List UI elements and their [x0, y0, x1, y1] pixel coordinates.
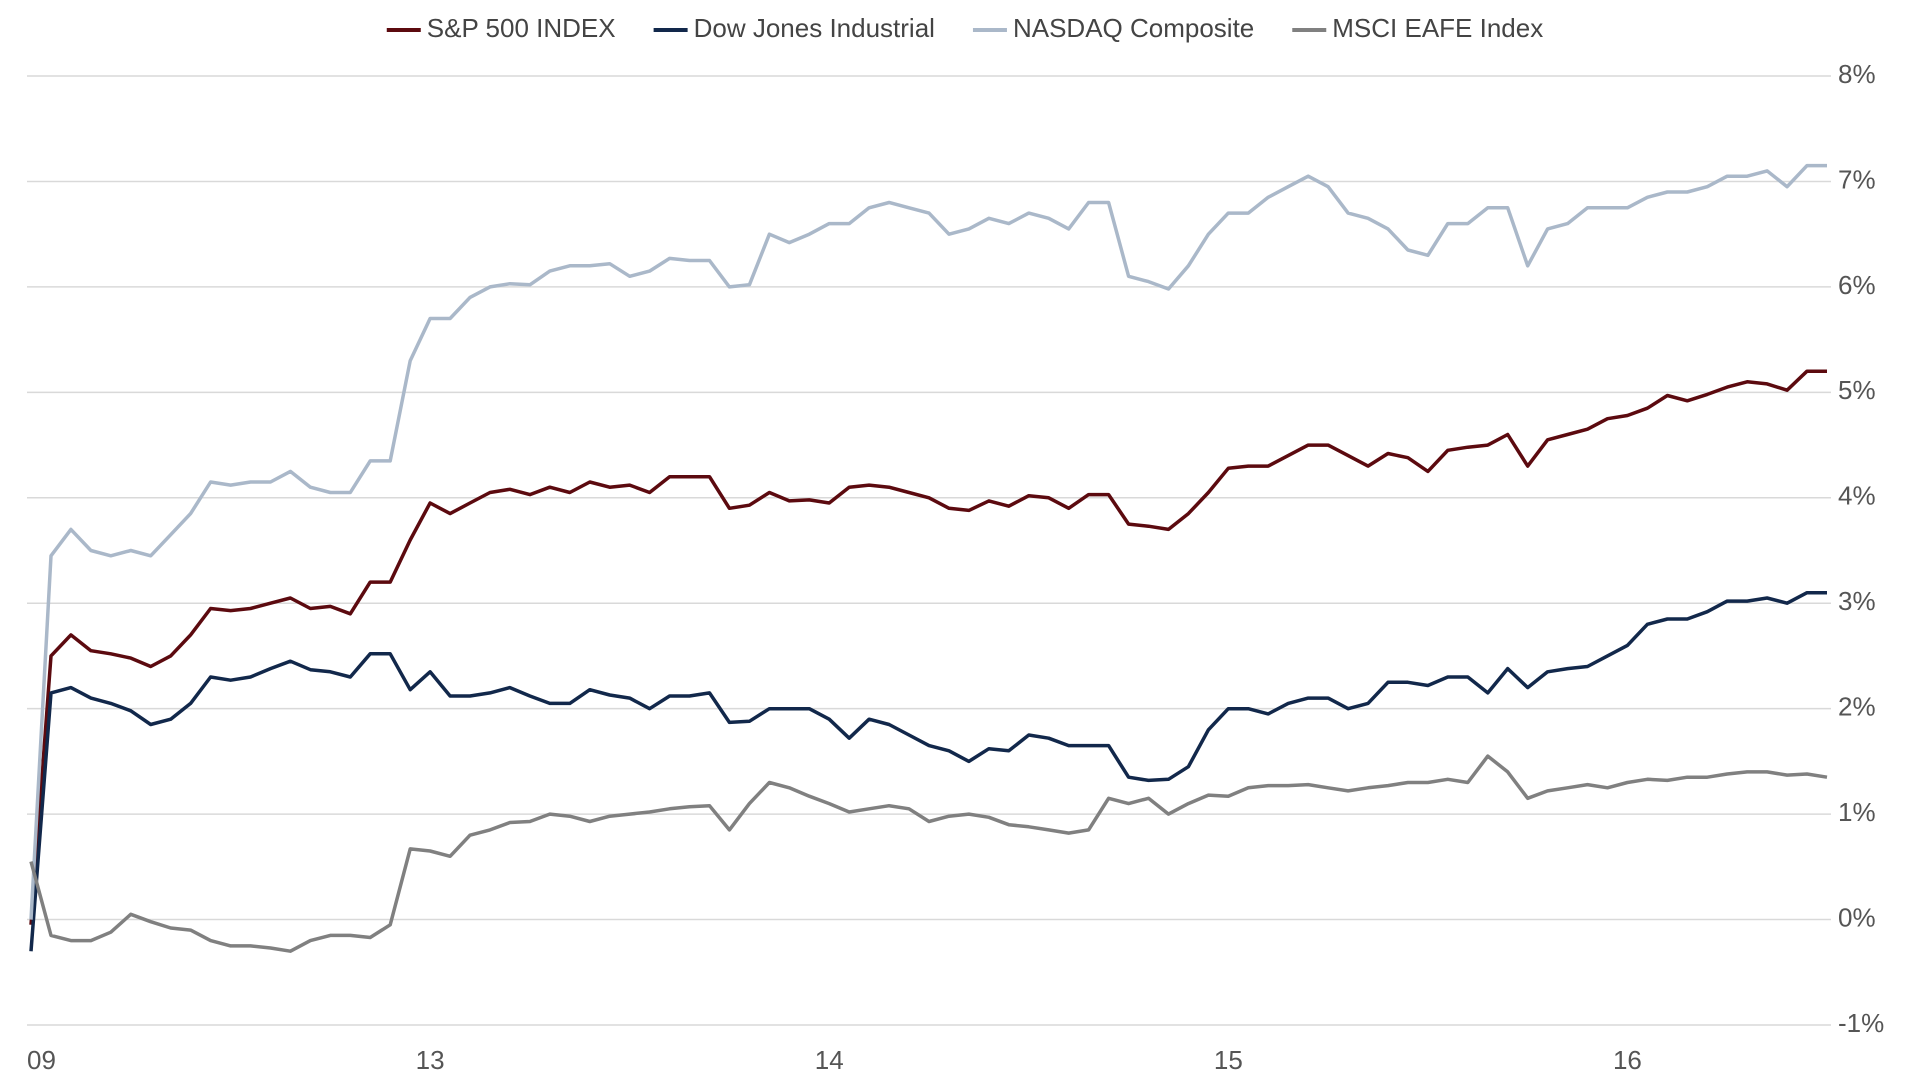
y-tick-label: 6% [1838, 270, 1876, 300]
legend-item: MSCI EAFE Index [1292, 13, 1543, 43]
legend-item: S&P 500 INDEX [386, 13, 616, 43]
x-tick-label: 16 [1613, 1045, 1642, 1075]
series-line [29, 369, 1827, 925]
x-tick-label: 09 [27, 1045, 56, 1075]
x-tick-label: 15 [1214, 1045, 1243, 1075]
y-tick-label: 4% [1838, 481, 1876, 511]
x-tick-label: 14 [815, 1045, 844, 1075]
y-tick-label: 3% [1838, 586, 1876, 616]
legend-label: NASDAQ Composite [1013, 13, 1254, 43]
legend: S&P 500 INDEX Dow Jones Industrial NASDAQ … [386, 13, 1543, 43]
legend-item: NASDAQ Composite [972, 13, 1254, 43]
y-tick-label: 1% [1838, 797, 1876, 827]
y-tick-label: 8% [1838, 59, 1876, 89]
legend-label: Dow Jones Industrial [694, 13, 935, 43]
y-tick-label: 0% [1838, 902, 1876, 932]
series-line [29, 754, 1828, 953]
y-tick-label: 7% [1838, 164, 1876, 194]
y-tick-label: 2% [1838, 692, 1876, 722]
x-tick-label: 13 [416, 1045, 445, 1075]
y-tick-label: 5% [1838, 375, 1876, 405]
series-line [29, 590, 1827, 952]
legend-item: Dow Jones Industrial [653, 13, 935, 43]
y-tick-label: -1% [1838, 1008, 1884, 1038]
legend-label: MSCI EAFE Index [1332, 13, 1543, 43]
series-line [29, 163, 1827, 920]
legend-label: S&P 500 INDEX [427, 13, 616, 43]
